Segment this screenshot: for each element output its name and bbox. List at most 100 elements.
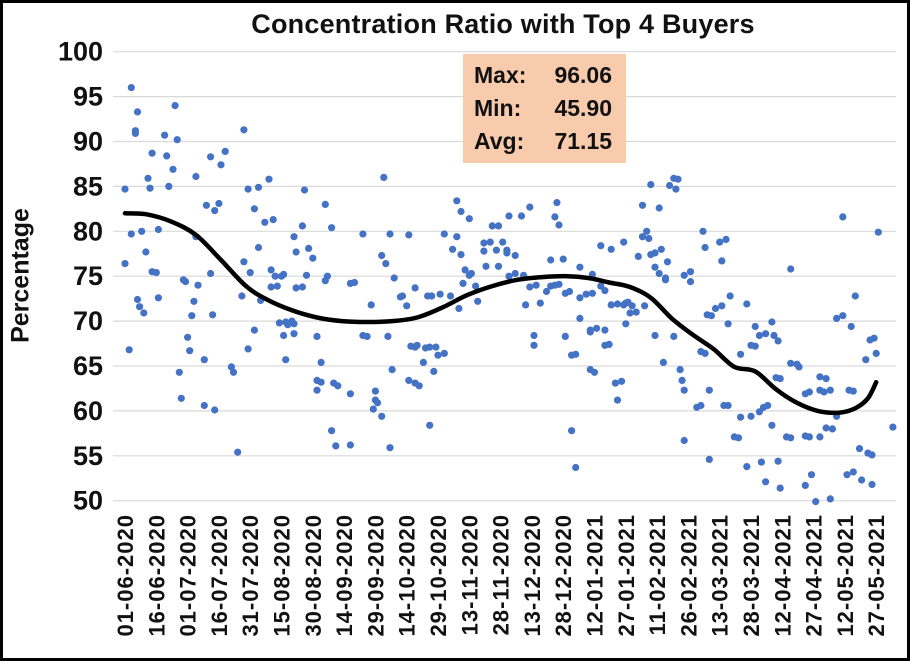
scatter-point: [209, 311, 217, 319]
scatter-point: [323, 272, 331, 280]
scatter-point: [632, 308, 640, 316]
scatter-point: [526, 283, 534, 291]
scatter-point: [290, 330, 298, 338]
scatter-point: [328, 224, 336, 232]
scatter-point: [494, 222, 503, 230]
scatter-point: [576, 314, 584, 322]
scatter-point: [505, 212, 513, 220]
x-tick-label: 14-09-2020: [332, 514, 357, 637]
scatter-point: [328, 427, 336, 435]
scatter-point: [555, 221, 563, 229]
stats-box: Max: 96.06 Min: 45.90 Avg: 71.15: [463, 54, 626, 163]
scatter-point: [181, 278, 190, 286]
scatter-point: [764, 401, 772, 410]
scatter-point: [494, 262, 503, 270]
y-tick-label: 60: [73, 396, 103, 426]
scatter-point: [553, 199, 561, 207]
scatter-point: [711, 304, 720, 313]
scatter-point: [787, 359, 795, 367]
scatter-point: [457, 251, 465, 259]
scatter-point: [136, 303, 144, 311]
scatter-point: [161, 131, 169, 139]
scatter-point: [127, 230, 135, 238]
scatter-point: [461, 266, 469, 274]
scatter-point: [403, 302, 411, 310]
scatter-point: [724, 320, 732, 328]
scatter-point: [188, 312, 196, 320]
scatter-point: [816, 373, 824, 381]
scatter-point: [317, 358, 325, 366]
scatter-point: [826, 386, 834, 394]
scatter-point: [659, 358, 668, 366]
x-tick-label: 13-12-2020: [520, 514, 545, 637]
scatter-point: [724, 401, 732, 410]
scatter-point: [332, 442, 340, 450]
scatter-point: [701, 243, 709, 252]
scatter-point: [532, 281, 540, 289]
scatter-point: [229, 368, 238, 376]
stats-max-value: 96.06: [554, 61, 612, 88]
scatter-point: [292, 284, 300, 292]
scatter-point: [776, 375, 784, 383]
scatter-point: [142, 248, 150, 256]
scatter-point: [839, 213, 847, 221]
scatter-point: [152, 269, 160, 277]
scatter-point: [705, 455, 713, 463]
y-tick-label: 80: [73, 216, 103, 246]
stats-min-label: Min:: [474, 94, 522, 121]
x-tick-label: 28-11-2020: [489, 514, 514, 635]
stats-row-max: Max: 96.06: [474, 62, 612, 90]
scatter-point: [173, 136, 181, 144]
scatter-point: [634, 252, 642, 260]
scatter-point: [154, 294, 162, 302]
x-tick-label: 01-06-2020: [113, 514, 138, 637]
scatter-point: [801, 481, 809, 489]
scatter-point: [643, 227, 651, 235]
scatter-point: [359, 230, 367, 238]
scatter-point: [250, 205, 258, 213]
scatter-point: [313, 386, 321, 394]
scatter-point: [221, 147, 229, 155]
scatter-point: [472, 282, 480, 290]
scatter-point: [770, 331, 778, 340]
scatter-point: [378, 251, 386, 260]
scatter-point: [280, 331, 288, 340]
scatter-point: [138, 227, 146, 235]
scatter-point: [743, 300, 751, 308]
scatter-point: [542, 287, 551, 296]
scatter-point: [889, 423, 897, 431]
scatter-point: [822, 424, 830, 432]
scatter-point: [177, 394, 185, 402]
scatter-point: [828, 425, 837, 433]
x-tick-label: 27-01-2021: [614, 514, 639, 637]
scatter-point: [618, 377, 626, 385]
x-tick-label: 29-10-2020: [426, 514, 451, 637]
scatter-point: [346, 441, 354, 449]
scatter-point: [680, 271, 688, 279]
scatter-point: [787, 434, 795, 442]
scatter-point: [555, 280, 563, 288]
scatter-point: [874, 228, 882, 236]
scatter-point: [121, 260, 129, 268]
scatter-point: [737, 350, 745, 358]
scatter-point: [647, 181, 655, 189]
scatter-point: [386, 230, 394, 238]
scatter-point: [267, 266, 275, 274]
scatter-point: [820, 388, 828, 396]
x-tick-label: 14-10-2020: [395, 514, 420, 637]
scatter-point: [234, 448, 242, 456]
scatter-point: [411, 284, 419, 292]
scatter-point: [726, 292, 734, 300]
scatter-point: [678, 376, 686, 384]
scatter-point: [440, 349, 448, 357]
scatter-point: [144, 174, 152, 182]
scatter-point: [428, 292, 436, 300]
scatter-point: [588, 289, 597, 297]
x-tick-label: 31-07-2020: [238, 514, 263, 637]
scatter-point: [436, 290, 444, 298]
scatter-point: [254, 243, 263, 252]
scatter-point: [240, 126, 248, 134]
scatter-point: [240, 258, 248, 266]
scatter-point: [605, 340, 613, 348]
scatter-point: [211, 207, 219, 215]
